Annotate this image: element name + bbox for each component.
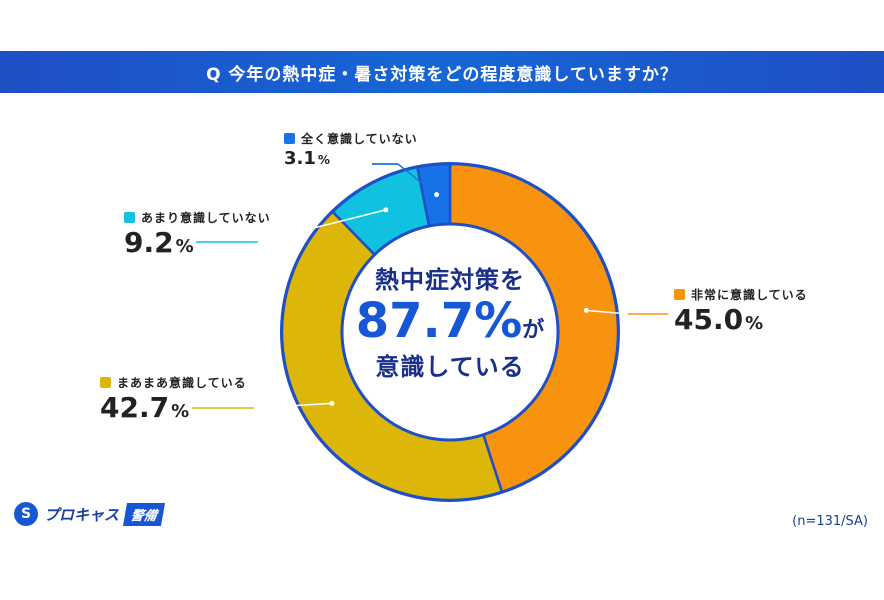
label-name: あまり意識していない [141,211,271,225]
label-not-aware: 全く意識していない 3.1% [284,130,418,168]
question-banner: Q 今年の熱中症・暑さ対策をどの程度意識していますか？ [0,51,884,93]
leader-not-very-aware-dot [383,207,389,213]
logo-tag: 警備 [122,502,166,526]
sample-note: (n=131/SA) [792,514,868,529]
label-name: 全く意識していない [301,132,418,146]
leader-not-aware-dot [434,192,440,198]
center-value: 87.7% [355,293,523,349]
swatch-not-aware [284,133,295,144]
unit-label: % [317,153,330,167]
question-text: Q 今年の熱中症・暑さ対策をどの程度意識していますか？ [206,64,678,85]
label-not-very-aware: あまり意識していない 9.2% [124,209,271,257]
center-line1: 熱中症対策を [375,266,525,294]
label-name: まあまあ意識している [117,376,247,390]
unit-label: % [175,236,194,257]
swatch-not-very-aware [124,212,135,223]
logo-icon: S [14,502,38,526]
brand-logo: S プロキャス 警備 [14,502,166,526]
logo-text: プロキャス [44,505,120,524]
center-line2: 87.7%が [340,297,560,345]
data-label: 9.2 [124,226,174,259]
leader-somewhat-aware-dot [329,400,335,406]
donut-hole [340,222,560,442]
center-suffix: が [522,318,545,343]
data-label: 3.1 [284,148,316,169]
center-line3: 意識している [375,353,525,381]
label-somewhat-aware: まあまあ意識している 42.7% [100,374,247,422]
swatch-very-aware [674,289,685,300]
data-label: 42.7 [100,391,170,424]
swatch-somewhat-aware [100,377,111,388]
label-name: 非常に意識している [691,288,808,302]
unit-label: % [171,401,190,422]
unit-label: % [745,313,764,334]
data-label: 45.0 [674,303,744,336]
leader-very-aware-dot [583,307,589,313]
label-very-aware: 非常に意識している 45.0% [674,286,808,334]
center-summary: 熱中症対策を 87.7%が 意識している [340,260,560,400]
